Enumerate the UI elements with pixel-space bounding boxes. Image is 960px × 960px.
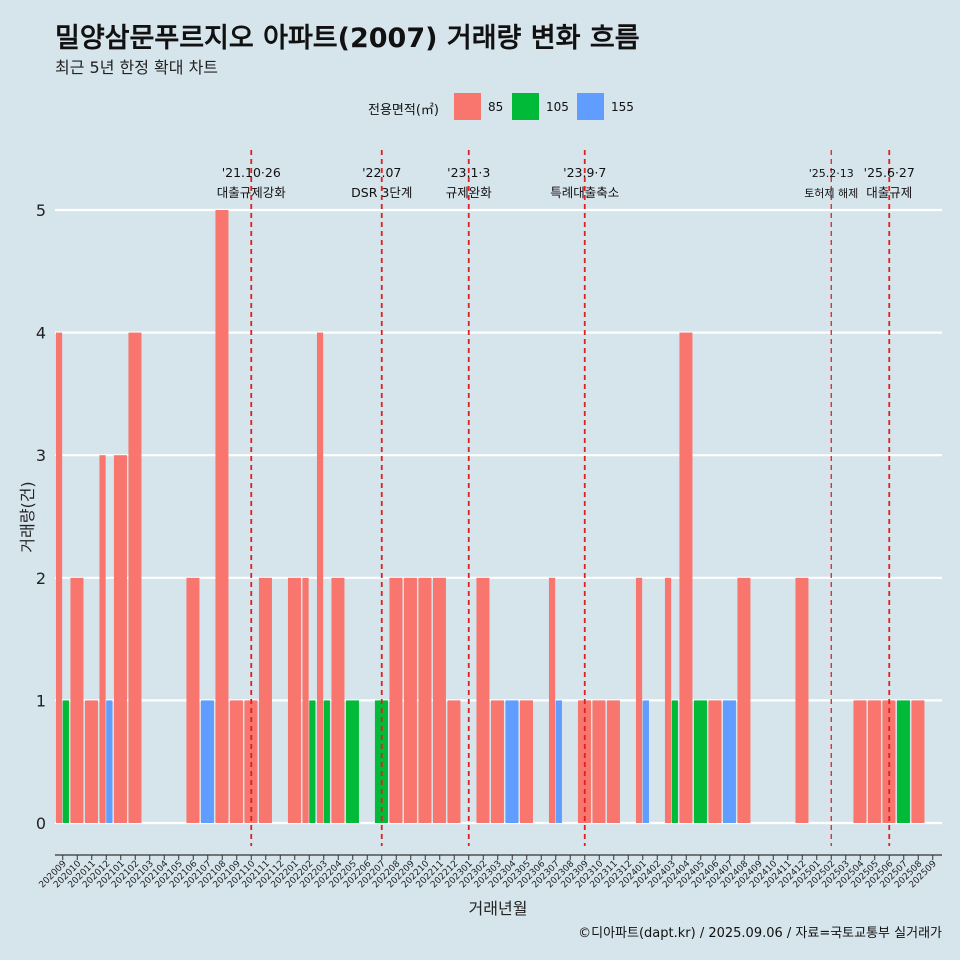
y-tick-label: 3 [36,446,46,465]
bar-202209-85 [403,577,417,823]
bars [55,210,925,823]
legend-title: 전용면적(㎡) [368,103,439,118]
bar-202311-85 [606,700,620,823]
event-label: 규제완화 [446,185,493,200]
bar-202407-155 [722,700,736,823]
y-tick-label: 5 [36,201,46,220]
bar-202212-85 [447,700,461,823]
bar-202101-85 [113,455,127,823]
bar-202506-85 [882,700,896,823]
legend-key-155 [577,93,604,120]
bar-202108-85 [215,210,229,823]
event-label: 특례대출축소 [550,185,619,200]
bar-202012-155 [106,700,113,823]
bar-202106-85 [186,577,200,823]
bar-202011-85 [84,700,98,823]
bar-202401-85 [635,577,643,823]
bar-202203-105 [323,700,330,823]
y-tick-label: 4 [36,324,46,343]
event-label: 대출규제 [866,185,912,200]
event-label: 대출규제강화 [217,185,287,200]
event-lines [250,150,891,846]
bar-202403-85 [664,577,672,823]
y-tick-label: 2 [36,569,46,588]
y-tick-label: 0 [36,814,46,833]
bar-202303-85 [490,700,504,823]
y-axis: 0 1 2 3 4 5 [36,201,46,833]
bar-202009-105 [62,700,69,823]
bar-202412-85 [795,577,809,823]
bar-202310-85 [592,700,606,823]
bar-202203-85 [316,332,324,823]
event-date: '25.6·27 [864,165,915,180]
bar-202102-85 [128,332,142,823]
event-date: '22.07 [362,165,401,180]
bar-202302-85 [476,577,490,823]
bar-202201-85 [287,577,301,823]
y-tick-label: 1 [36,691,46,710]
source-caption: ©디아파트(dapt.kr) / 2025.09.06 / 자료=국토교통부 실… [578,926,942,941]
bar-202304-155 [505,700,519,823]
y-axis-label: 거래량(건) [18,481,37,552]
bar-202207-105 [374,700,388,823]
bar-202507-105 [896,700,910,823]
x-axis: 2020092020102020112020122021012021022021… [38,854,942,890]
bar-202210-85 [418,577,432,823]
bar-202508-85 [911,700,925,823]
bar-202404-85 [679,332,693,823]
bar-202211-85 [432,577,446,823]
bar-202107-155 [200,700,214,823]
bar-202309-85 [577,700,591,823]
bar-202401-155 [642,700,649,823]
chart-title: 밀양삼문푸르지오 아파트(2007) 거래량 변화 흐름 [55,23,640,54]
bar-202205-105 [345,700,359,823]
bar-202406-85 [708,700,722,823]
bar-202202-85 [302,577,309,823]
bar-202111-85 [258,577,272,823]
event-annotations: '21.10·26 대출규제강화 '22.07 DSR 3단계 '23.1·3 규제완화 '… [217,165,915,200]
bar-202009-85 [55,332,63,823]
bar-202110-85 [244,700,258,823]
chart-subtitle: 최근 5년 한정 확대 차트 [55,58,219,77]
legend-key-105 [512,93,539,120]
legend-label-85: 85 [488,100,504,114]
legend-label-155: 155 [611,100,634,114]
bar-202307-155 [555,700,562,823]
event-label: 토허제 해제 [804,186,858,200]
event-label: DSR 3단계 [351,185,412,200]
bar-202202-105 [309,700,316,823]
bar-202307-85 [548,577,556,823]
bar-202305-85 [519,700,533,823]
legend: 전용면적(㎡) 85 105 155 [0,92,960,122]
bar-202408-85 [737,577,751,823]
bar-202504-85 [853,700,867,823]
bar-202505-85 [867,700,881,823]
bar-202208-85 [389,577,403,823]
event-date: '21.10·26 [222,165,281,180]
x-axis-label: 거래년월 [469,899,528,918]
bar-202109-85 [229,700,243,823]
bar-202010-85 [70,577,84,823]
bar-202204-85 [331,577,345,823]
bar-202405-105 [693,700,707,823]
legend-key-85 [454,93,481,120]
bar-202403-105 [671,700,678,823]
event-date: '23.1·3 [447,165,490,180]
event-date: '23.9·7 [563,165,606,180]
bar-202012-85 [99,455,106,823]
event-date: '25.2·13 [809,167,854,180]
legend-label-105: 105 [546,100,569,114]
